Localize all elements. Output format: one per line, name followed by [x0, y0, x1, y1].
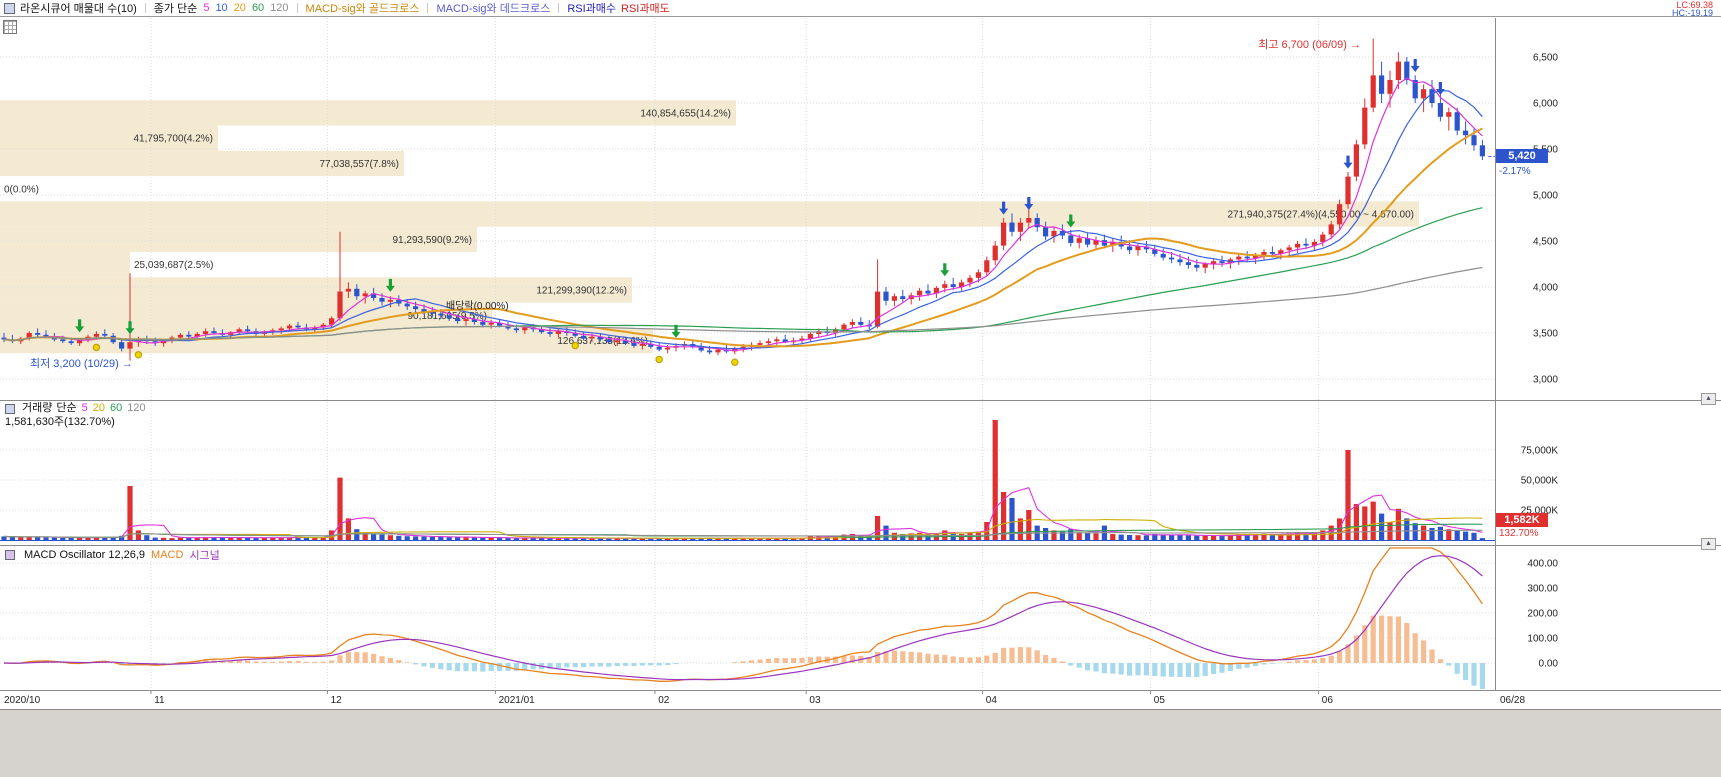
current-volume-percent: 132.70%: [1499, 528, 1539, 539]
macd-lines: [3, 547, 1483, 682]
svg-text:400.00: 400.00: [1527, 559, 1558, 570]
signal-markers: [75, 59, 1495, 366]
signal-goldcross-legend: MACD-sig와 골드크로스: [305, 3, 420, 15]
svg-text:5,000: 5,000: [1533, 191, 1558, 202]
svg-text:41,795,700(4.2%): 41,795,700(4.2%): [133, 134, 213, 145]
divider: [144, 3, 146, 13]
divider: [296, 3, 298, 13]
macd-indicator-icon: [5, 550, 15, 560]
svg-text:271,940,375(27.4%)(4,550.00 ~: 271,940,375(27.4%)(4,550.00 ~ 4,670.00): [1227, 210, 1414, 221]
gridlines: [0, 18, 1495, 690]
axis-labels: 6,5006,0005,5005,0004,5004,0003,5003,000…: [4, 53, 1558, 707]
chart-plot-area[interactable]: 140,854,655(14.2%) 41,795,700(4.2%) 77,038…: [0, 0, 1721, 709]
volume-profile-bands: [0, 100, 1419, 354]
instrument-title: 라온시큐어 매물대 수(10): [20, 3, 137, 15]
svg-text:12: 12: [331, 695, 343, 706]
lc-value: LC:69.38: [1676, 0, 1713, 10]
svg-text:2020/10: 2020/10: [4, 695, 41, 706]
svg-text:3,000: 3,000: [1533, 375, 1558, 386]
svg-text:05: 05: [1154, 695, 1166, 706]
svg-text:0.00: 0.00: [1539, 659, 1559, 670]
bottom-panel: [0, 709, 1721, 777]
svg-text:200.00: 200.00: [1527, 609, 1558, 620]
svg-text:126,637,135(12.6%): 126,637,135(12.6%): [557, 336, 648, 347]
svg-text:121,299,390(12.2%): 121,299,390(12.2%): [536, 286, 627, 297]
volume-indicator-icon: [5, 403, 15, 414]
annotation-ex-dividend: 배당락(0.00%): [446, 301, 509, 312]
macd-signal-label: 시그널: [189, 550, 220, 562]
ma-period-10: 10: [215, 2, 228, 14]
svg-text:77,038,557(7.8%): 77,038,557(7.8%): [319, 159, 399, 170]
vol-ma-period-120: 120: [127, 402, 146, 414]
svg-text:25,039,687(2.5%): 25,039,687(2.5%): [134, 260, 214, 271]
volume-reading: 1,581,630주(132.70%): [5, 416, 115, 428]
current-volume-badge: 1,582K: [1496, 513, 1548, 527]
divider: [427, 3, 429, 13]
volume-ma-label: 단순: [56, 402, 77, 414]
svg-text:2021/01: 2021/01: [499, 695, 536, 706]
volume-legend: 거래량 단순 5 20 60 120 1,581,630주(132.70%): [5, 402, 146, 429]
vol-ma-period-5: 5: [81, 402, 88, 414]
vol-ma-period-60: 60: [110, 402, 123, 414]
svg-text:4,500: 4,500: [1533, 237, 1558, 248]
svg-text:140,854,655(14.2%): 140,854,655(14.2%): [640, 108, 731, 119]
svg-text:75,000K: 75,000K: [1521, 446, 1559, 457]
svg-text:100.00: 100.00: [1527, 634, 1558, 645]
pane-separators: [0, 18, 1721, 691]
svg-text:91,293,590(9.2%): 91,293,590(9.2%): [392, 235, 472, 246]
svg-text:3,500: 3,500: [1533, 329, 1558, 340]
svg-text:06/28: 06/28: [1500, 695, 1525, 706]
svg-text:06: 06: [1322, 695, 1334, 706]
annotation-highest: 최고 6,700 (06/09) →: [1258, 39, 1361, 51]
grid-icon[interactable]: [3, 20, 17, 34]
current-price-change: -2.17%: [1499, 166, 1531, 177]
current-price-badge: 5,420: [1496, 149, 1548, 163]
hc-value: HC:-19.19: [1671, 8, 1713, 18]
signal-deadcross-legend: MACD-sig와 데드크로스: [436, 3, 551, 15]
svg-text:02: 02: [658, 695, 670, 706]
svg-text:0(0.0%): 0(0.0%): [4, 184, 39, 195]
legend-bar: 라온시큐어 매물대 수(10) 종가 단순 5 10 20 60 120 MAC…: [0, 0, 1721, 18]
price-moving-averages: [3, 77, 1483, 352]
ma-period-120: 120: [270, 2, 289, 14]
profile-indicator-icon: [4, 2, 15, 14]
svg-text:6,500: 6,500: [1533, 53, 1558, 64]
svg-text:50,000K: 50,000K: [1521, 476, 1559, 487]
signal-rsi-oversold-legend: RSI과매도: [621, 3, 670, 15]
price-ma-legend-label: 종가 단순: [153, 3, 198, 15]
pane-resize-button-volume[interactable]: ▲: [1701, 393, 1716, 405]
svg-text:6,000: 6,000: [1533, 99, 1558, 110]
signal-rsi-overbought-legend: RSI과매수: [567, 3, 617, 15]
ma-period-20: 20: [233, 2, 246, 14]
svg-text:11: 11: [154, 695, 165, 706]
ma-period-60: 60: [251, 2, 265, 14]
macd-legend: MACD Oscillator 12,26,9 MACD 시그널: [5, 547, 220, 563]
volume-moving-averages: [3, 487, 1483, 539]
svg-text:300.00: 300.00: [1527, 584, 1558, 595]
volume-title: 거래량: [22, 402, 53, 414]
pane-resize-button-macd[interactable]: ▲: [1701, 538, 1716, 550]
svg-text:04: 04: [986, 695, 998, 706]
divider: [558, 3, 560, 13]
svg-text:4,000: 4,000: [1533, 283, 1558, 294]
macd-title: MACD Oscillator 12,26,9: [24, 549, 146, 561]
macd-line-label: MACD: [151, 549, 184, 561]
ma-period-5: 5: [203, 2, 210, 14]
lc-hc-readout: LC:69.38 HC:-19.19: [1671, 0, 1713, 18]
svg-text:03: 03: [809, 695, 821, 706]
annotation-lowest: 최저 3,200 (10/29) →: [30, 358, 133, 370]
svg-text:25,000K: 25,000K: [1521, 506, 1559, 517]
vol-ma-period-20: 20: [92, 402, 105, 414]
